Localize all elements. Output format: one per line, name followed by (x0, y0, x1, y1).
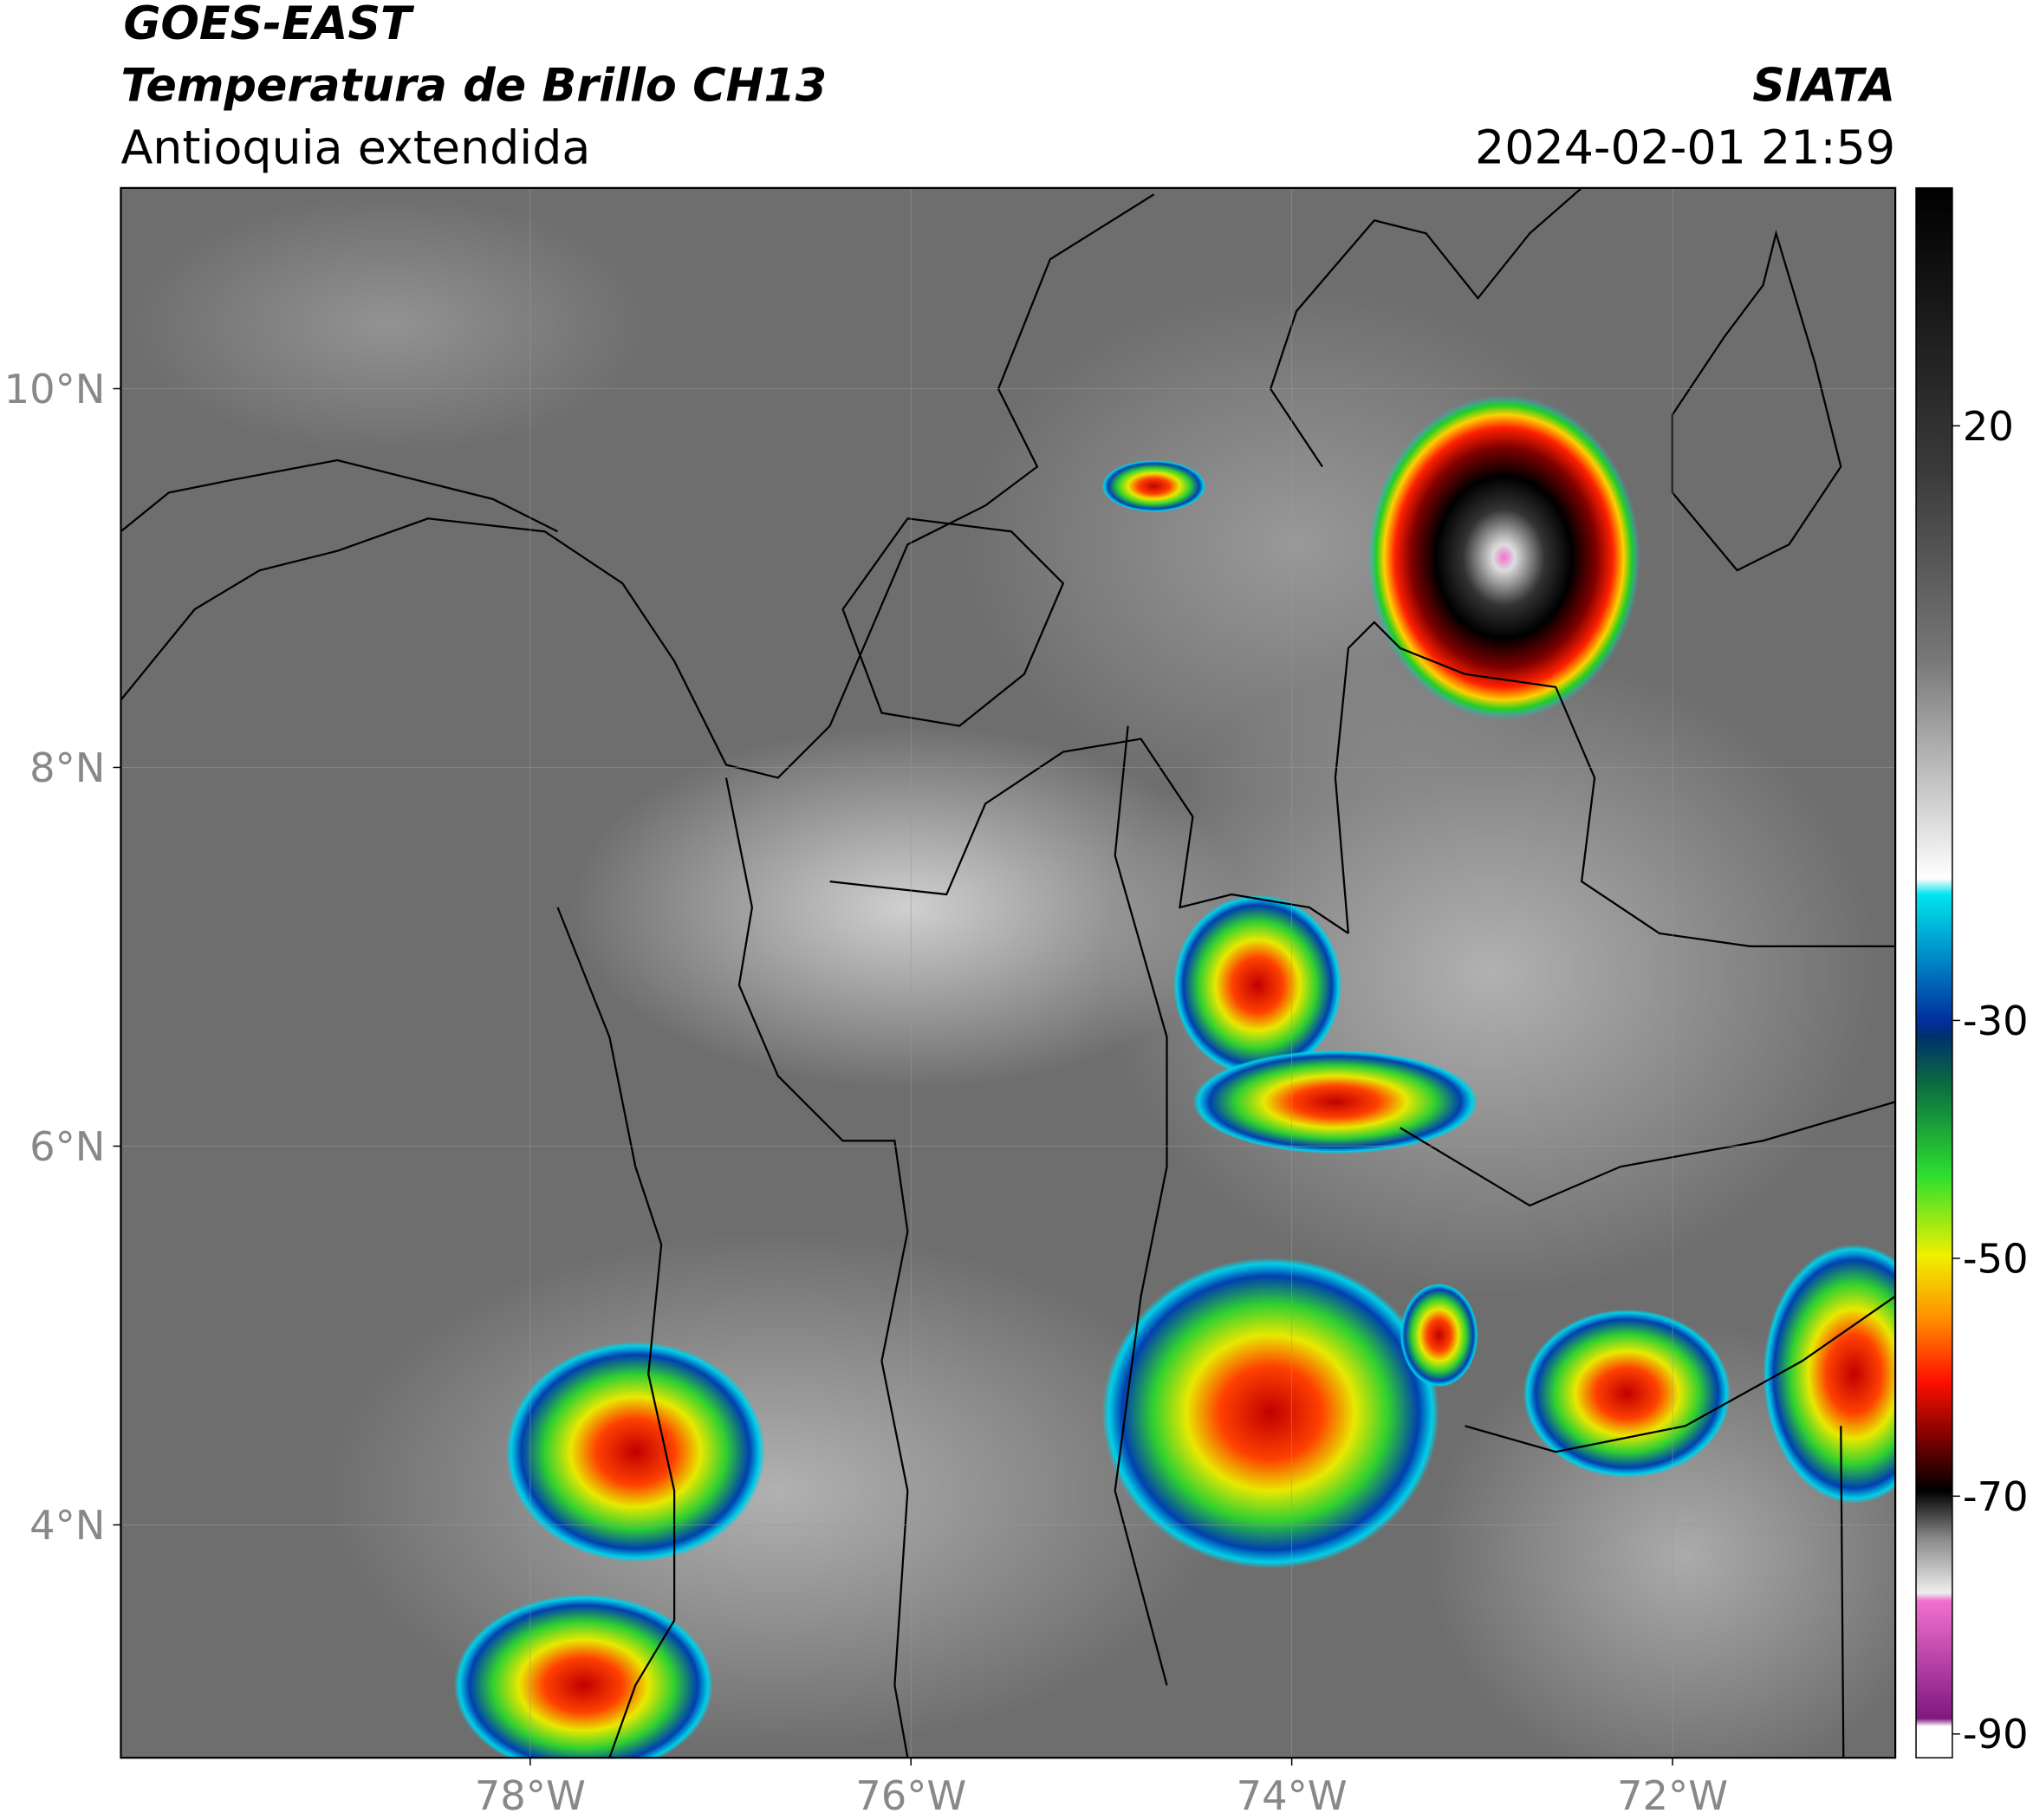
product: Temperatura de Brillo CH13 (120, 60, 827, 113)
satellite: GOES-EAST (123, 0, 415, 50)
x-tick-label: 72°W (1617, 1772, 1728, 1819)
colorbar-label: -50 (1963, 1235, 2029, 1282)
graticule (120, 187, 1896, 1758)
colorbar-label: -70 (1963, 1473, 2029, 1520)
region: Antioquia extendida (120, 120, 590, 174)
axes: 78°W 76°W 74°W 72°W 10°N 8°N 6°N 4°N 20 -30 -50 -70… (4, 366, 2029, 1819)
timestamp: 2024-02-01 21:59 (1475, 120, 1895, 174)
x-tick-label: 74°W (1237, 1772, 1348, 1819)
agency: SIATA (1752, 60, 1895, 113)
y-tick-label: 10°N (4, 366, 106, 413)
colorbar-label: -90 (1963, 1711, 2029, 1758)
colorbar-label: -30 (1963, 998, 2029, 1044)
colorbar (1915, 187, 1953, 1758)
x-tick-label: 78°W (475, 1772, 586, 1819)
satellite-image (120, 187, 1896, 1758)
x-tick-label: 76°W (855, 1772, 966, 1819)
y-tick-label: 4°N (29, 1502, 105, 1549)
y-tick-label: 8°N (29, 744, 105, 791)
y-tick-label: 6°N (29, 1123, 105, 1170)
colorbar-label: 20 (1963, 403, 2014, 450)
map-frame (120, 186, 1897, 1759)
